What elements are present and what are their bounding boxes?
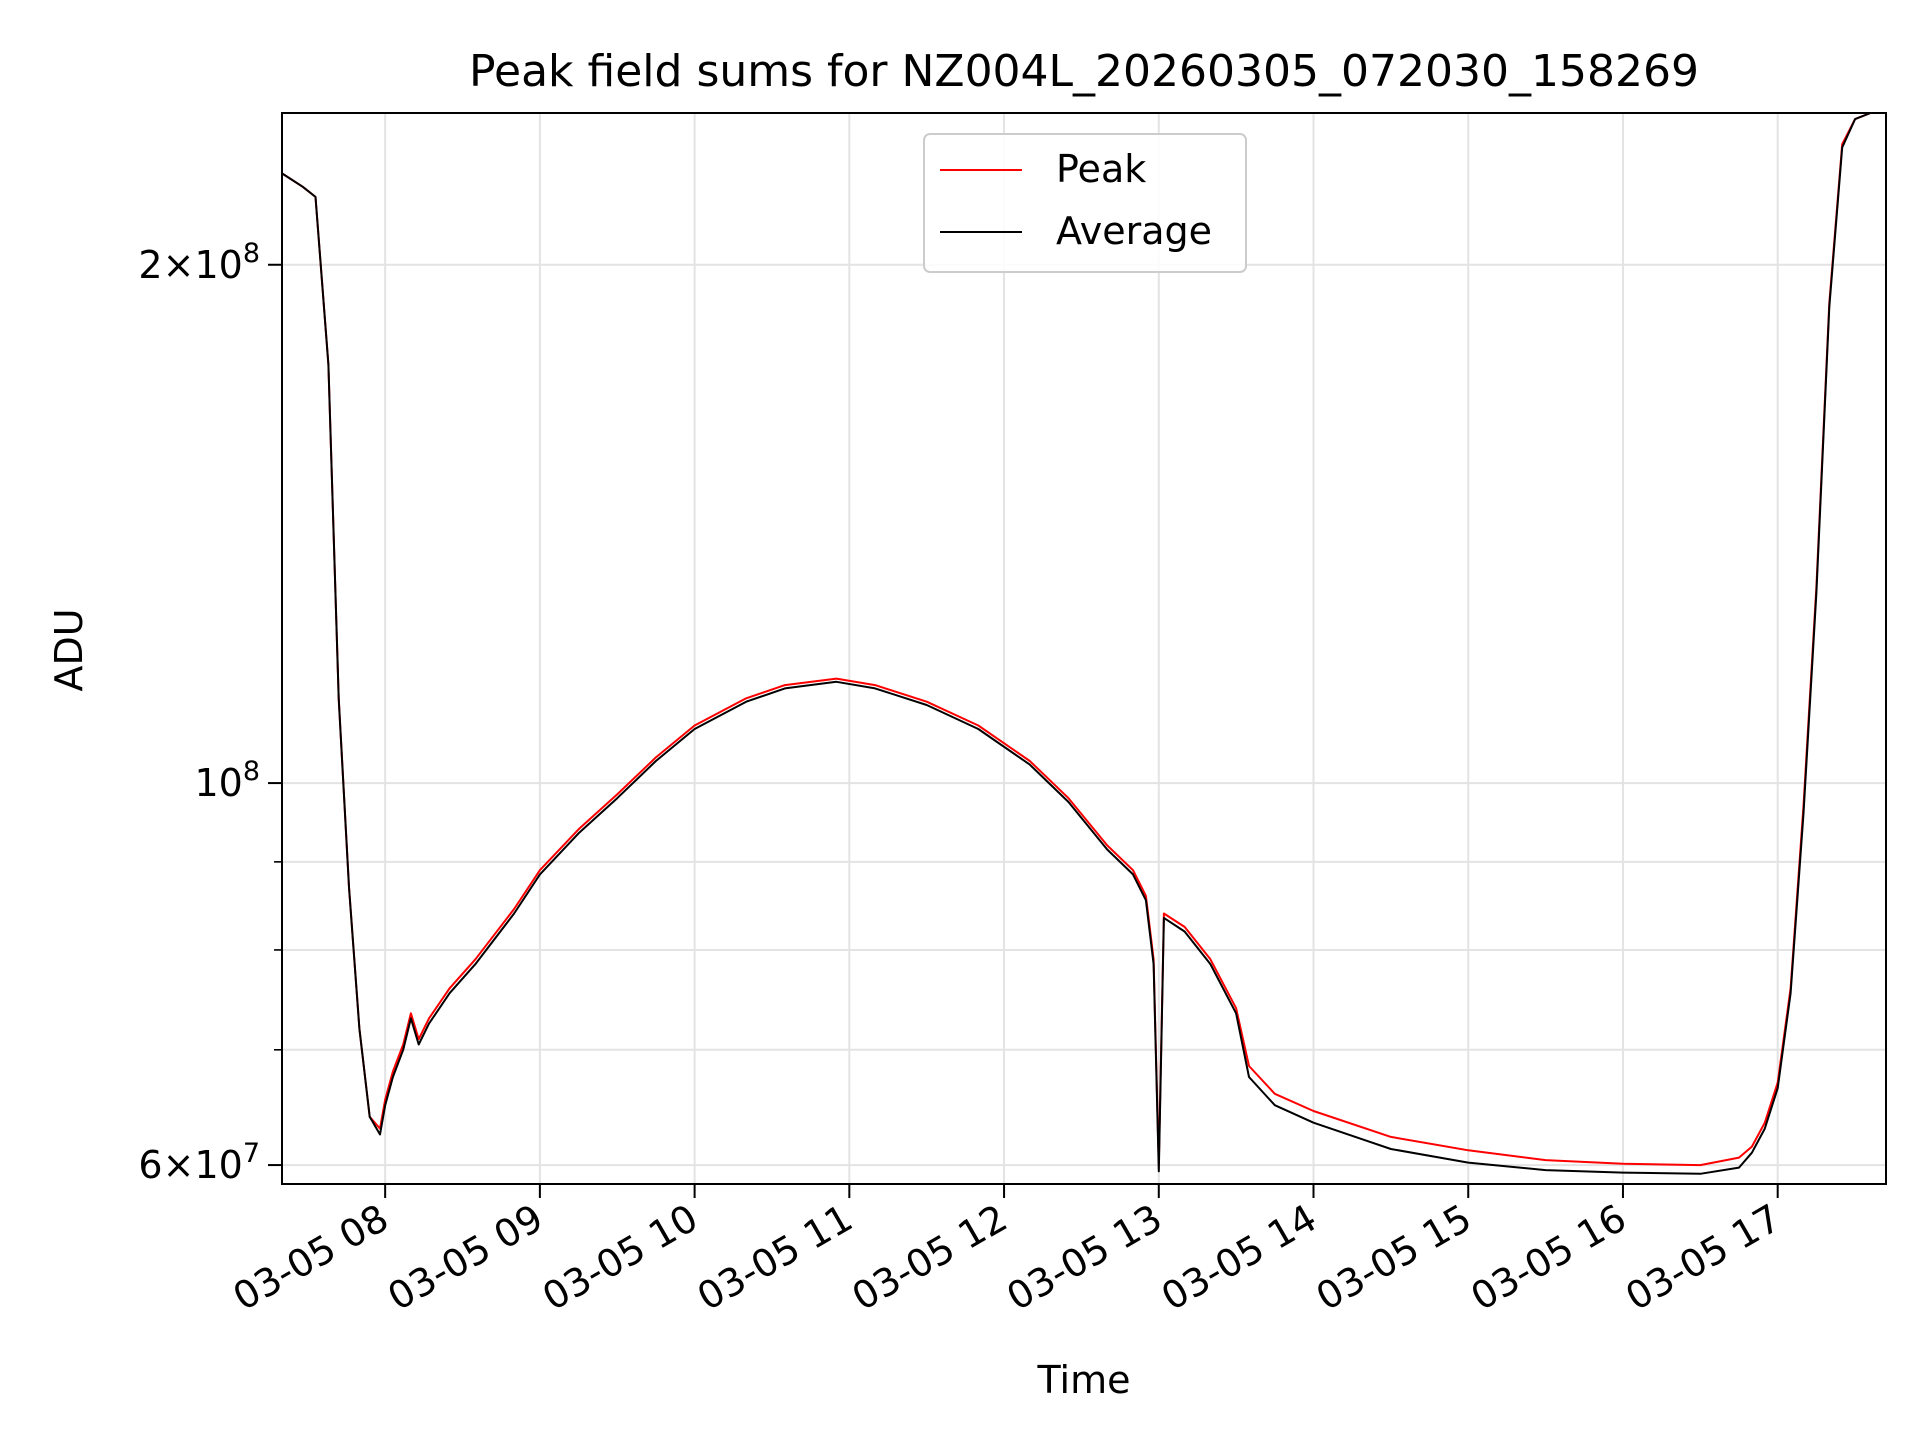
y-tick-times: × — [163, 243, 195, 287]
y-tick-base: 10 — [194, 243, 242, 287]
legend: Peak Average — [923, 133, 1247, 273]
grid — [282, 113, 1886, 1184]
y-tick-mantissa: 2 — [138, 243, 162, 287]
y-tick-exponent: 8 — [243, 238, 260, 269]
y-tick-label: 6×107 — [138, 1138, 260, 1187]
series-line-peak — [281, 112, 1886, 1167]
x-axis-label: Time — [1037, 1358, 1131, 1402]
y-tick-mantissa: 6 — [138, 1143, 162, 1187]
legend-label-peak: Peak — [1056, 147, 1146, 191]
y-tick-label: 108 — [194, 756, 260, 805]
legend-label-average: Average — [1056, 209, 1212, 253]
y-tick-exponent: 8 — [243, 756, 260, 787]
y-axis-label: ADU — [47, 608, 91, 691]
plot-frame — [281, 112, 1887, 1185]
y-tick-base: 10 — [194, 1143, 242, 1187]
y-tick-label: 2×108 — [138, 238, 260, 287]
y-tick-times: × — [163, 1143, 195, 1187]
y-tick-exponent: 7 — [243, 1138, 260, 1169]
y-tick-base: 10 — [194, 761, 242, 805]
chart-title: Peak field sums for NZ004L_20260305_0720… — [469, 46, 1699, 97]
plot-lines — [281, 112, 1886, 1175]
series-line-average — [281, 112, 1886, 1175]
legend-box — [923, 133, 1247, 273]
